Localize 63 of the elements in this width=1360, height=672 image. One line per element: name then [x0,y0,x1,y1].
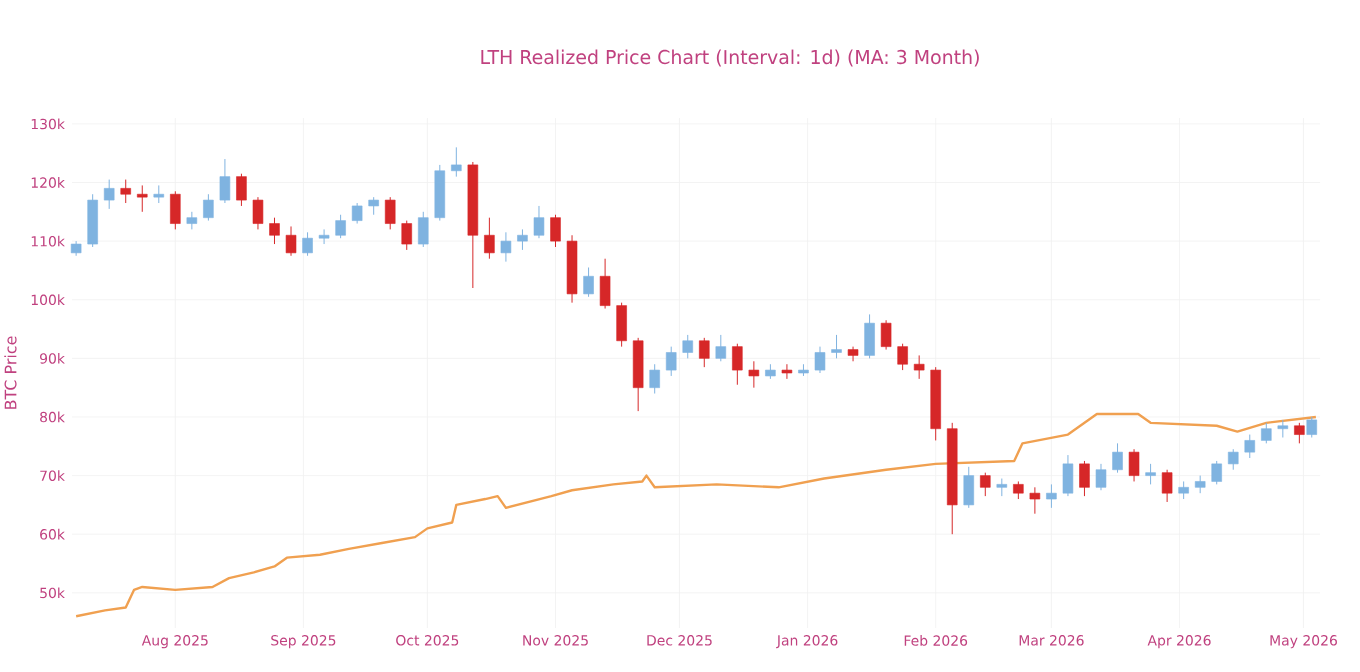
chart-title: LTH Realized Price Chart (Interval: 1d) (MA: 3 Month) [481,49,979,67]
candlestick [401,220,412,251]
candlestick [484,217,495,260]
candlestick [1062,454,1074,497]
candlestick [418,211,429,248]
candlestick [732,343,743,386]
candlestick [517,228,528,251]
candlestick [335,214,346,239]
candlestick [1046,483,1057,509]
candlestick [236,173,247,207]
candlestick [913,354,925,380]
candlestick [1145,463,1156,485]
candlestick [351,202,363,225]
candlestick [980,472,991,497]
candlestick [616,302,627,348]
line-series [74,412,1318,618]
candlestick [103,179,115,210]
candlestick [880,319,892,351]
candlestick [781,363,793,380]
candlestick [1161,469,1173,503]
candlestick [1095,463,1107,491]
candlestick [599,258,611,310]
candlestick [170,190,181,230]
candlestick [649,363,660,395]
candlestick [500,231,512,263]
candlestick [897,343,908,371]
candlestick [1211,460,1222,485]
candlestick [302,231,313,257]
candlestick [533,205,545,239]
candlestick [219,158,231,204]
candlestick [318,228,330,245]
candlestick [748,360,760,389]
candlestick [203,193,214,222]
candlestick [451,146,462,178]
candlestick [550,214,561,248]
candlestick [1227,448,1239,471]
candlestick [434,164,446,222]
candlestick [1294,422,1305,444]
candlestick [665,346,677,377]
candlestick [963,466,975,509]
candlestick [269,217,280,245]
candlestick [384,196,396,230]
candlestick [682,334,693,359]
candlestick [137,184,148,213]
candlestick [864,313,875,359]
candlestick [831,334,842,359]
candlestick [1306,416,1318,438]
candlestick [632,337,644,412]
candlestick [87,193,98,248]
candlestick [1128,448,1140,482]
candlestick [699,337,710,368]
candlestick [1261,422,1272,444]
candlestick [1029,486,1041,515]
candlestick [1079,460,1090,497]
candlestick [285,225,297,257]
candlestick [814,346,826,374]
candlestick [847,346,859,362]
candlestick [120,179,131,204]
candlestick [252,196,264,230]
candlestick [1244,434,1256,459]
candlestick [715,334,727,362]
candlestick [1112,442,1123,474]
candlestick [583,266,594,298]
